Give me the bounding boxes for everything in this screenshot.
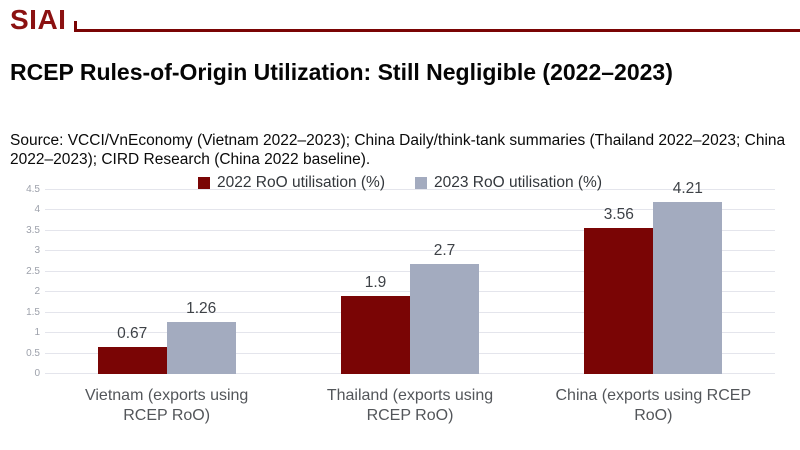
y-axis-tick-label: 4 xyxy=(34,204,40,216)
gridline xyxy=(45,189,775,190)
bar-2023-china: 4.21 xyxy=(653,180,723,374)
logo-rule-tick xyxy=(74,21,77,32)
y-axis-tick-label: 3.5 xyxy=(26,224,40,236)
legend-marker-2022-icon xyxy=(198,177,210,189)
category-cell: Thailand (exports using RCEP RoO) xyxy=(288,386,531,426)
y-axis-tick-label: 0.5 xyxy=(26,347,40,359)
bar-value-label: 1.26 xyxy=(186,300,217,318)
category-label: Thailand (exports using RCEP RoO) xyxy=(326,387,494,424)
legend-label-2023: 2023 RoO utilisation (%) xyxy=(434,174,602,191)
bar-group: 0.67 1.26 xyxy=(45,190,288,374)
bar-value-label: 0.67 xyxy=(117,324,148,342)
y-axis-tick-label: 2.5 xyxy=(26,265,40,277)
legend-item-2022: 2022 RoO utilisation (%) xyxy=(198,174,385,192)
bar-groups: 0.67 1.26 1.9 2.7 3.56 4.21 xyxy=(45,180,775,374)
category-cell: Vietnam (exports using RCEP RoO) xyxy=(45,386,288,426)
y-axis-tick-label: 1.5 xyxy=(26,306,40,318)
page-title: RCEP Rules-of-Origin Utilization: Still … xyxy=(10,59,673,85)
y-axis-tick-label: 2 xyxy=(34,286,40,298)
bar-2023-vietnam: 1.26 xyxy=(166,300,236,374)
y-axis-tick-label: 0 xyxy=(34,368,40,379)
y-axis-tick-label: 4.5 xyxy=(26,184,40,195)
category-label: China (exports using RCEP RoO) xyxy=(555,387,752,424)
bar-2022-thailand: 1.9 xyxy=(340,274,410,374)
category-cell: China (exports using RCEP RoO) xyxy=(532,386,775,426)
gridline xyxy=(45,209,775,211)
plot-area: 0.67 1.26 1.9 2.7 3.56 4.21 xyxy=(45,180,775,374)
bar-2022-china: 3.56 xyxy=(584,206,654,374)
bar-value-label: 3.56 xyxy=(603,206,634,224)
legend-item-2023: 2023 RoO utilisation (%) xyxy=(415,174,602,192)
bar-2023-thailand: 2.7 xyxy=(409,242,479,374)
source-note: Source: VCCI/VnEconomy (Vietnam 2022–202… xyxy=(10,132,786,168)
legend-marker-2023-icon xyxy=(415,177,427,189)
bar-group: 3.56 4.21 xyxy=(532,180,775,374)
chart-legend: 2022 RoO utilisation (%) 2023 RoO utilis… xyxy=(0,174,800,192)
siai-logo: SIAI xyxy=(10,4,67,35)
bar-chart: 2022 RoO utilisation (%) 2023 RoO utilis… xyxy=(0,172,800,442)
bar-value-label: 4.21 xyxy=(672,179,703,197)
category-axis: Vietnam (exports using RCEP RoO) Thailand… xyxy=(45,386,775,426)
bar-value-label: 1.9 xyxy=(364,274,387,292)
gridline xyxy=(45,229,775,231)
legend-label-2022: 2022 RoO utilisation (%) xyxy=(217,174,385,191)
y-axis-tick-label: 3 xyxy=(34,245,40,257)
logo-rule xyxy=(74,29,800,32)
bar-group: 1.9 2.7 xyxy=(288,190,531,374)
gridline xyxy=(45,250,775,252)
category-label: Vietnam (exports using RCEP RoO) xyxy=(84,387,249,424)
bar-value-label: 2.7 xyxy=(433,241,456,259)
y-axis-tick-label: 1 xyxy=(34,327,40,339)
bar-2022-vietnam: 0.67 xyxy=(97,325,167,374)
